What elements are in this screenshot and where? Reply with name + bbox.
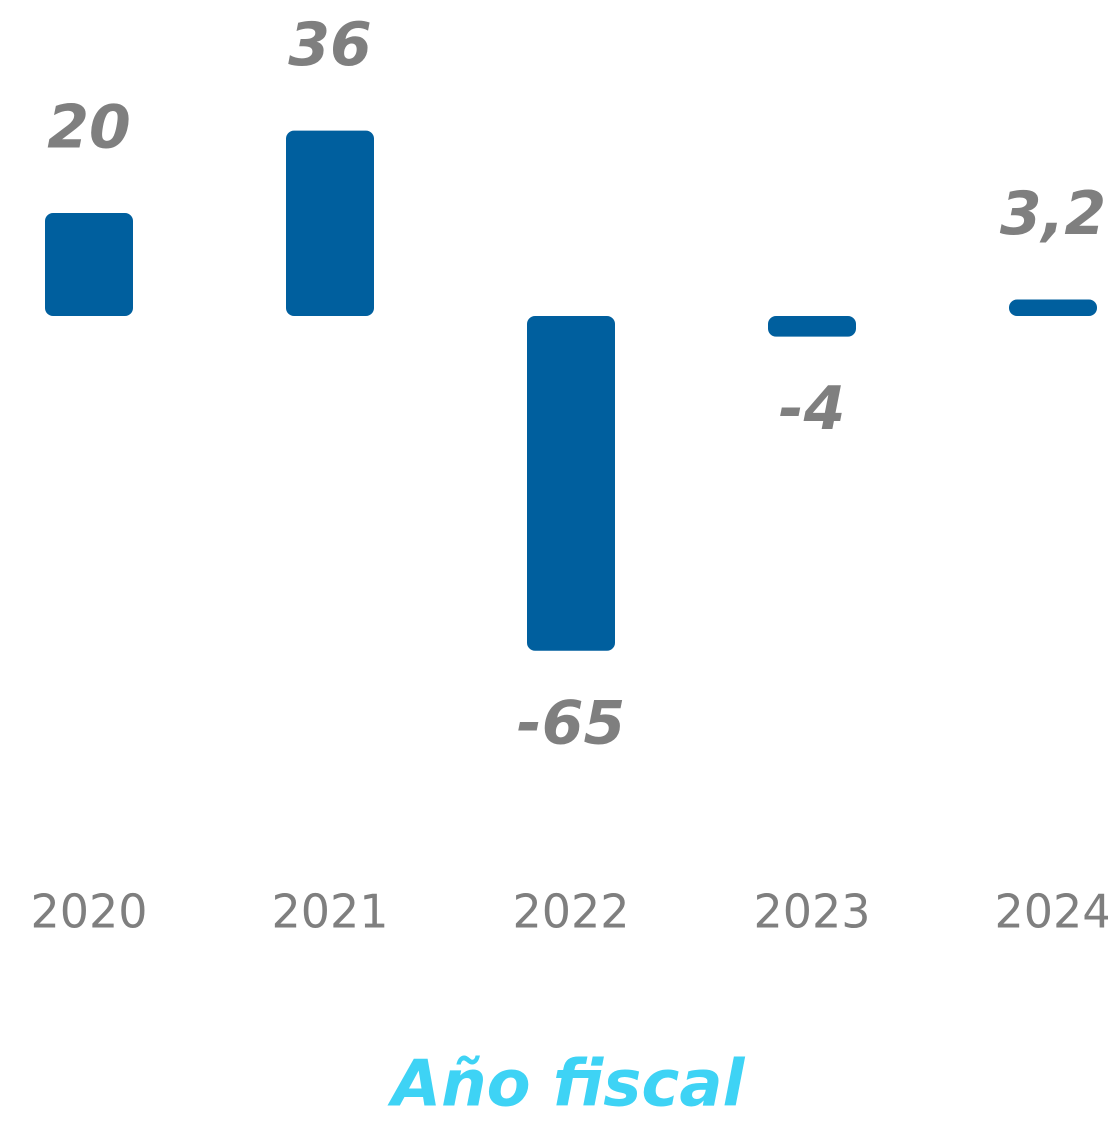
bar bbox=[768, 316, 856, 337]
x-tick-label: 2020 bbox=[30, 885, 147, 939]
value-label: -65 bbox=[517, 688, 625, 758]
x-tick-label: 2024 bbox=[994, 885, 1108, 939]
value-label: 20 bbox=[47, 93, 131, 163]
x-tick-label: 2022 bbox=[512, 885, 629, 939]
x-tick-label: 2021 bbox=[271, 885, 388, 939]
value-label: 36 bbox=[288, 10, 372, 80]
bar bbox=[45, 213, 133, 316]
value-label: -4 bbox=[779, 374, 846, 444]
bar bbox=[527, 316, 615, 651]
x-tick-label: 2023 bbox=[753, 885, 870, 939]
x-axis-title: Año fiscal bbox=[387, 1048, 746, 1122]
value-label: 3,2 bbox=[1000, 179, 1106, 249]
bar bbox=[286, 130, 374, 316]
bar bbox=[1009, 299, 1097, 316]
